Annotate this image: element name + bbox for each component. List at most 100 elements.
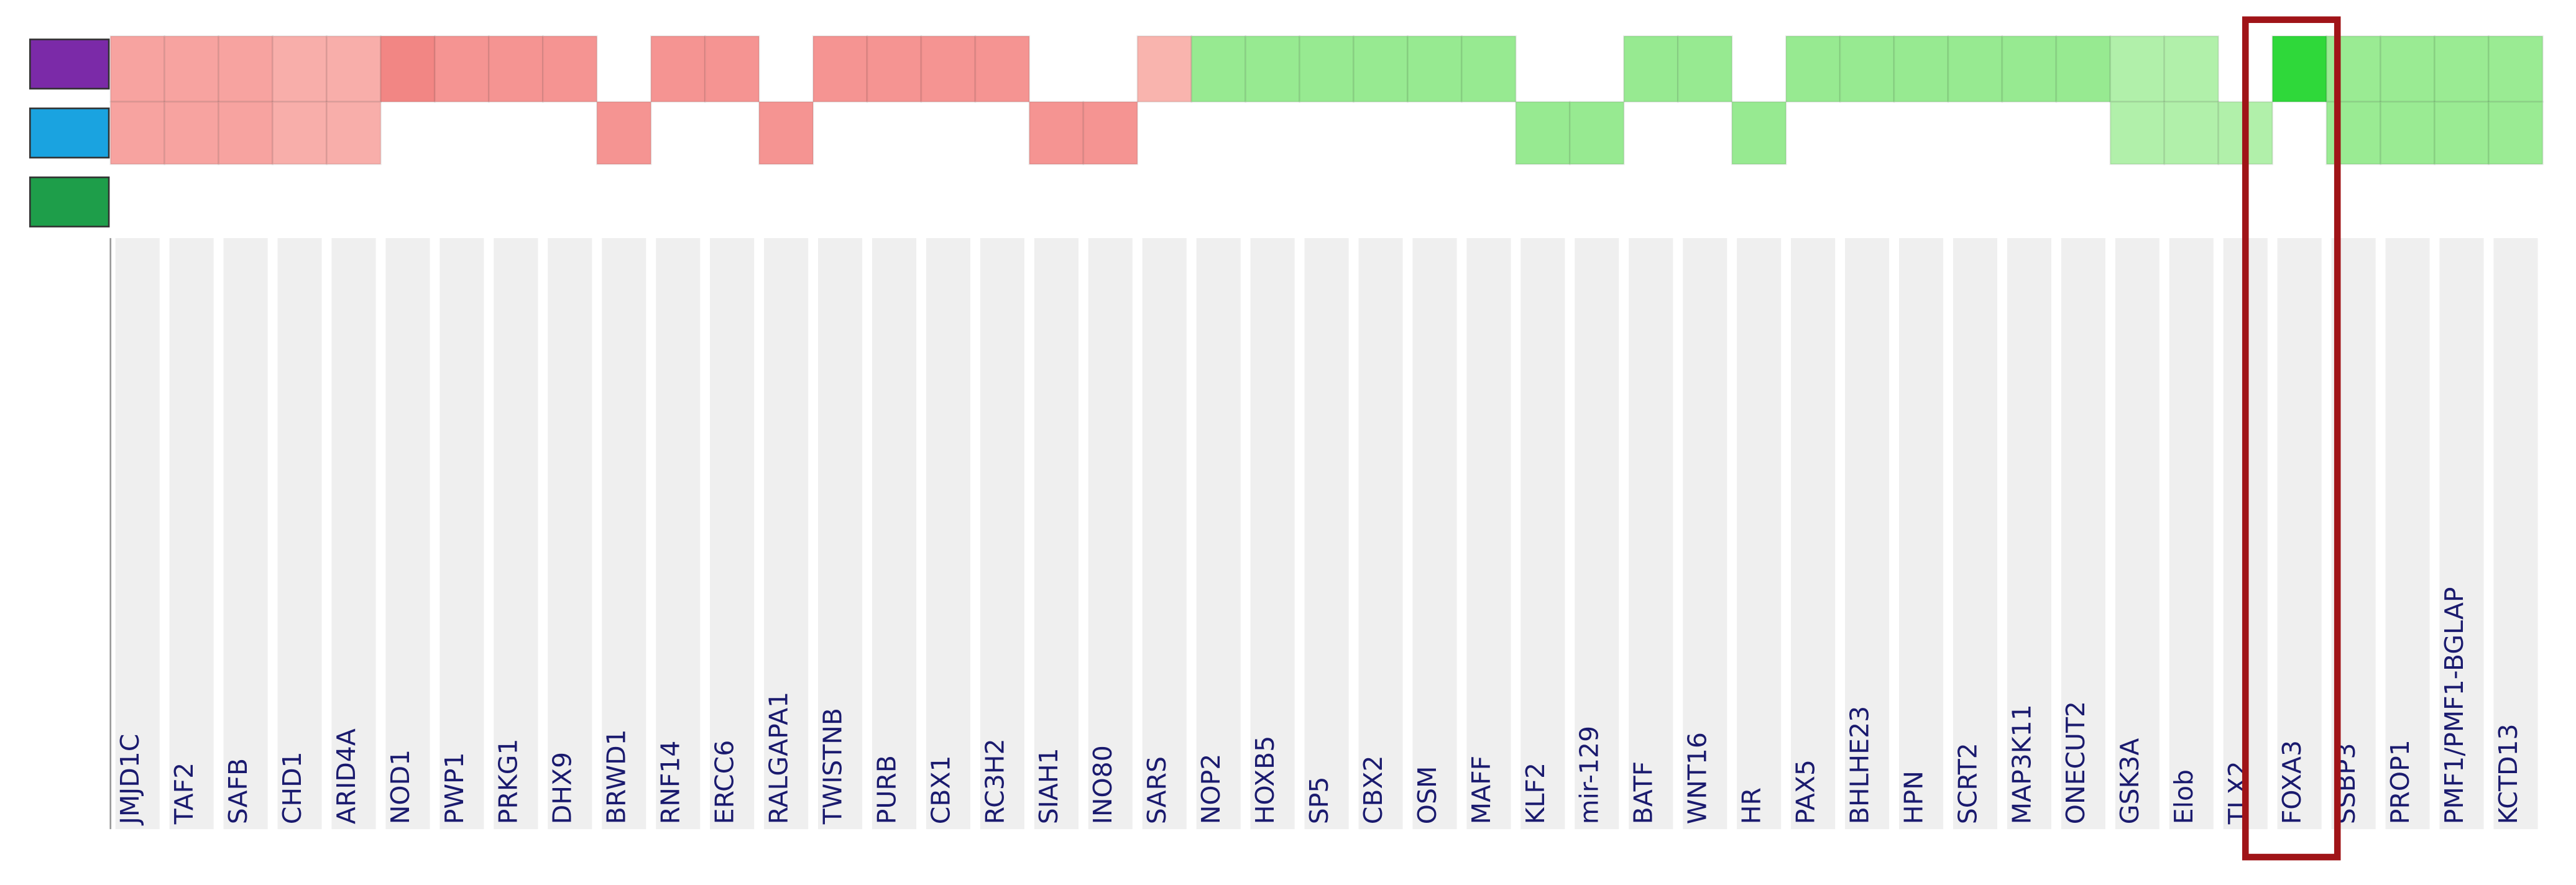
heat-cell: [326, 101, 382, 165]
column-bar: [2493, 238, 2538, 830]
column-bar: [1358, 238, 1403, 830]
gene-label: PWP1: [439, 752, 469, 824]
gene-label: NOP2: [1196, 754, 1226, 825]
heat-cell: [650, 35, 706, 103]
column-bar: [223, 238, 268, 830]
gene-label: ONECUT2: [2061, 701, 2091, 824]
column-bar: [980, 238, 1024, 830]
gene-label: SARS: [1142, 756, 1172, 824]
heat-cell: [1190, 35, 1246, 103]
column-bar: [1196, 238, 1241, 830]
heat-cell: [2380, 35, 2436, 103]
column-bar: [1845, 238, 1890, 830]
heat-cell: [1136, 35, 1193, 103]
gene-label: SIAH1: [1034, 748, 1064, 824]
heat-cell: [1299, 35, 1355, 103]
column-bar: [1683, 238, 1727, 830]
heat-cell: [2271, 35, 2327, 103]
gene-label: KCTD13: [2493, 723, 2523, 824]
heat-cell: [488, 35, 544, 103]
heat-cell: [109, 101, 166, 165]
column-bar: [1466, 238, 1511, 830]
gene-label: HPN: [1898, 771, 1928, 824]
gene-label: ERCC6: [710, 740, 740, 825]
heat-cell: [2109, 101, 2166, 165]
gene-label: JMJD1C: [115, 734, 145, 827]
heat-cell: [326, 35, 382, 103]
gene-label: RNF14: [656, 741, 686, 825]
heat-cell: [1028, 101, 1085, 165]
gene-label: OSM: [1412, 766, 1442, 825]
gene-label: PROP1: [2385, 740, 2415, 824]
gene-label: CBX1: [926, 755, 955, 824]
column-bar: [1953, 238, 1998, 830]
heat-cell: [866, 35, 922, 103]
column-bar: [1520, 238, 1565, 830]
gene-label: PURB: [872, 755, 901, 824]
heat-cell: [1677, 35, 1733, 103]
column-bar: [1575, 238, 1619, 830]
heat-cell: [2380, 101, 2436, 165]
heat-cell: [2001, 35, 2058, 103]
column-bar: [1250, 238, 1295, 830]
column-bar: [548, 238, 592, 830]
heat-cell: [1785, 35, 1841, 103]
grid: JMJD1C TAF2 SAFB CHD1 ARID4A NOD1 PWP1 PRKG1 DHX…: [29, 35, 2544, 830]
heat-cell: [1461, 35, 1517, 103]
column-bar: [115, 238, 160, 830]
column-bar: [817, 238, 863, 830]
gene-label: KLF2: [1520, 763, 1550, 824]
gene-label: Elob: [2169, 769, 2199, 824]
heat-cell: [1947, 35, 2003, 103]
column-bar: [1791, 238, 1836, 830]
column-bar: [2061, 238, 2105, 830]
heat-cell: [163, 35, 219, 103]
heat-cell: [2055, 35, 2112, 103]
column-bar: [169, 238, 214, 830]
column-bar: [2439, 238, 2484, 830]
gene-label: HOXB5: [1250, 736, 1280, 825]
heat-cell: [2434, 101, 2490, 165]
gene-label: GSK3A: [2115, 738, 2145, 825]
heat-cell: [1244, 35, 1300, 103]
heat-cell: [272, 35, 328, 103]
gene-label: INO80: [1088, 745, 1118, 824]
gene-label: RC3H2: [980, 738, 1010, 824]
heat-cell: [2163, 101, 2220, 165]
column-bar: [2007, 238, 2051, 830]
gene-label: SP5: [1304, 777, 1334, 825]
column-bar: [2385, 238, 2430, 830]
column-bar: [656, 238, 701, 830]
column-bar: [1142, 238, 1187, 830]
heat-cell: [974, 35, 1031, 103]
heat-cell: [163, 101, 219, 165]
heat-cell: [2488, 35, 2544, 103]
heat-cell: [542, 35, 598, 103]
gene-label: NOD1: [385, 750, 415, 824]
gene-label: RALGAPA1: [763, 692, 793, 824]
gene-label: FOXA3: [2277, 740, 2307, 824]
heat-cell: [109, 35, 166, 103]
column-bar: [926, 238, 970, 830]
column-bar: [764, 238, 809, 830]
legend-swatch: [29, 108, 110, 158]
gene-label: HR: [1737, 787, 1767, 824]
heat-cell: [2434, 35, 2490, 103]
column-bar: [1898, 238, 1944, 830]
column-bar: [331, 238, 376, 830]
heat-cell: [2488, 101, 2544, 165]
gene-label: TAF2: [169, 763, 199, 825]
column-bar: [872, 238, 917, 830]
heat-cell: [1569, 101, 1625, 165]
column-bar: [710, 238, 755, 830]
heat-cell: [1893, 35, 1949, 103]
gene-label: BRWD1: [602, 729, 632, 824]
gene-label: CHD1: [277, 751, 307, 824]
gene-label: PMF1/PMF1-BGLAP: [2439, 587, 2469, 824]
heat-cell: [2109, 35, 2166, 103]
heat-cell: [1082, 101, 1139, 165]
column-bar: [439, 238, 484, 830]
column-bar: [1304, 238, 1349, 830]
heat-cell: [1353, 35, 1409, 103]
heat-cell: [596, 101, 652, 165]
